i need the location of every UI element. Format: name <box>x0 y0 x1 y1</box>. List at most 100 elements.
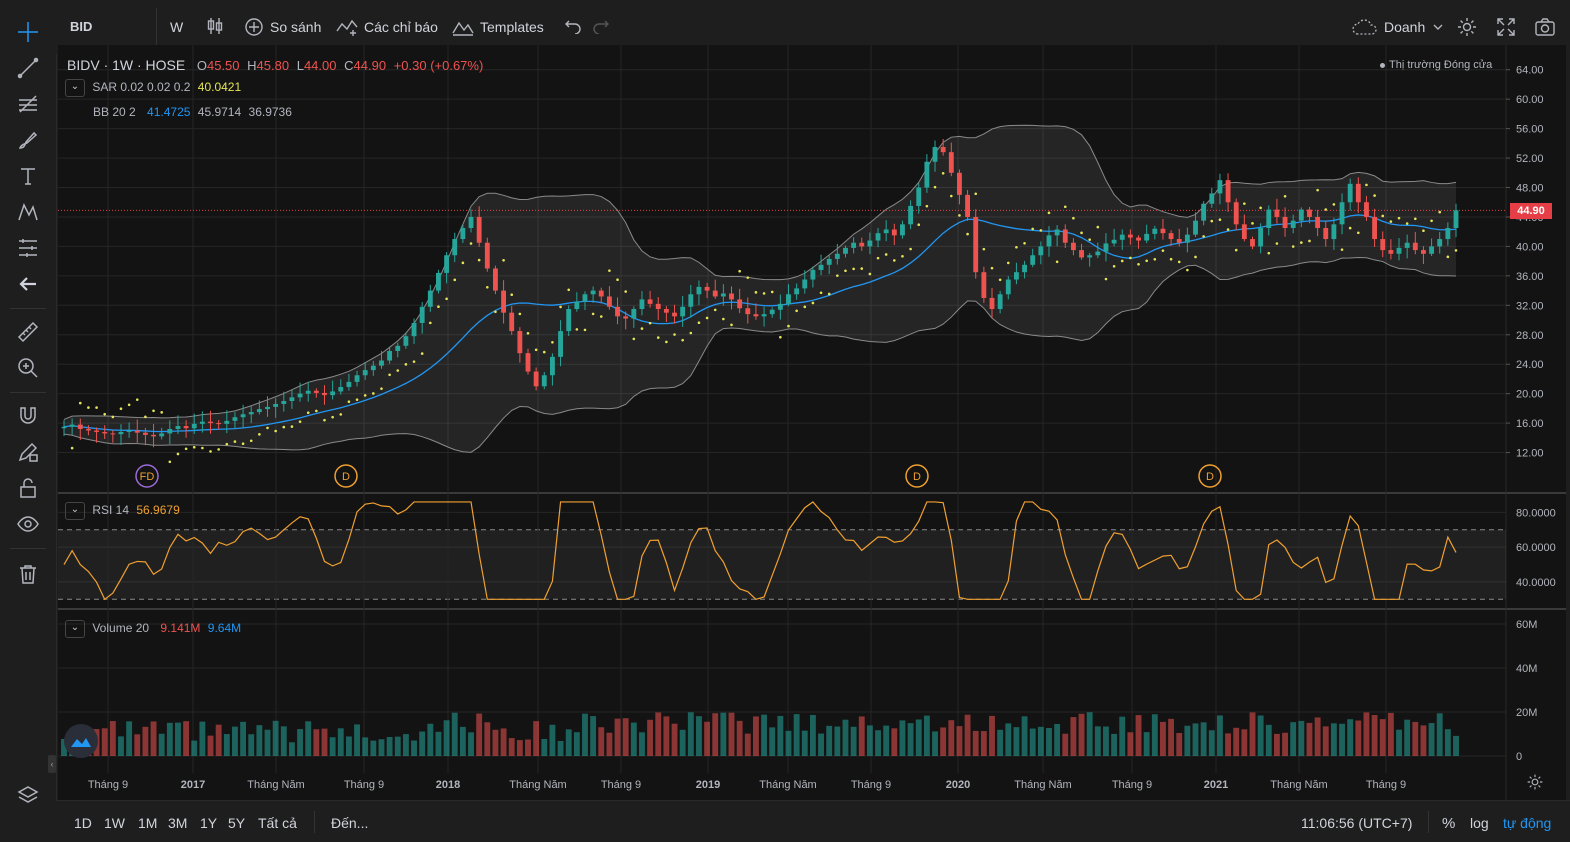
magnet-icon[interactable] <box>14 402 42 430</box>
volume-bar <box>248 734 255 756</box>
axis-settings-icon[interactable] <box>1526 773 1544 796</box>
time-axis-label: 2020 <box>946 779 970 791</box>
layout-button[interactable]: Doanh <box>1352 16 1443 38</box>
volume-bar <box>1387 712 1394 756</box>
sar-dot <box>982 247 986 251</box>
symbol-search[interactable]: BID <box>70 19 93 34</box>
range-1m[interactable]: 1M <box>138 815 158 831</box>
sar-dot <box>1324 208 1328 211</box>
collapse-volume-button[interactable]: ⌄ <box>65 620 85 638</box>
sar-dot <box>1031 227 1035 231</box>
candle-body <box>1030 255 1036 265</box>
volume-bar <box>647 719 654 756</box>
sar-dot <box>1006 261 1010 265</box>
candle-body <box>395 345 401 351</box>
sar-dot <box>722 317 725 321</box>
candle-body <box>1046 235 1052 247</box>
percent-scale-button[interactable]: % <box>1442 815 1456 832</box>
trendline-icon[interactable] <box>14 54 42 82</box>
price-axis-label: 32.00 <box>1516 300 1544 312</box>
volume-bar <box>1070 717 1077 756</box>
range-1d[interactable]: 1D <box>74 815 92 831</box>
candle-body <box>1339 202 1345 225</box>
volume-bar <box>1282 732 1288 756</box>
volume-bar <box>932 731 938 756</box>
candle-body <box>761 314 767 317</box>
sar-dot <box>461 261 465 265</box>
time-axis-label: 2018 <box>436 779 460 791</box>
collapse-rsi-button[interactable]: ⌄ <box>65 502 85 520</box>
time-axis-label: Tháng Năm <box>759 779 816 791</box>
back-arrow-icon[interactable] <box>14 270 42 298</box>
volume-bar <box>533 721 540 756</box>
sar-dot <box>941 171 945 175</box>
sar-dot <box>453 278 457 282</box>
volume-bar <box>997 729 1004 756</box>
gear-icon[interactable] <box>1456 16 1478 43</box>
lock-icon[interactable] <box>14 474 42 502</box>
auto-scale-button[interactable]: tự động <box>1503 815 1552 831</box>
volume-bar <box>1233 727 1240 756</box>
crosshair-icon[interactable] <box>14 18 42 46</box>
sar-dot <box>1267 251 1271 255</box>
volume-bar <box>232 726 238 756</box>
compare-button[interactable]: So sánh <box>244 16 321 38</box>
range-5y[interactable]: 5Y <box>228 815 246 831</box>
lock-drawing-icon[interactable] <box>14 438 42 466</box>
undo-icon[interactable] <box>564 18 582 39</box>
pattern-icon[interactable] <box>14 198 42 226</box>
candle-body <box>305 390 311 394</box>
candle-body <box>1176 239 1182 243</box>
volume-bar <box>484 722 491 756</box>
volume-bar <box>753 716 759 756</box>
goto-date-button[interactable]: Đến... <box>331 815 369 831</box>
chart-canvas[interactable]: 64.0060.0056.0052.0048.0044.0040.0036.00… <box>58 45 1566 802</box>
interval-button[interactable]: W <box>170 19 184 35</box>
camera-icon[interactable] <box>1534 17 1556 42</box>
templates-button[interactable]: Templates <box>452 16 544 38</box>
ohlc-change: +0.30 (+0.67%) <box>393 58 484 73</box>
text-icon[interactable] <box>14 162 42 190</box>
candle-body <box>1282 216 1288 229</box>
candles-style-icon[interactable] <box>206 16 224 36</box>
rsi-axis-label: 60.0000 <box>1516 542 1556 554</box>
prediction-icon[interactable] <box>14 234 42 262</box>
sar-dot <box>1169 257 1173 261</box>
volume-bar <box>712 713 719 756</box>
range-1w[interactable]: 1W <box>104 815 125 831</box>
fib-icon[interactable] <box>14 90 42 118</box>
time-axis-label: Tháng 9 <box>88 779 128 791</box>
range-3m[interactable]: 3M <box>168 815 188 831</box>
indicators-button[interactable]: Các chỉ báo <box>336 16 438 38</box>
chart-area[interactable]: 64.0060.0056.0052.0048.0044.0040.0036.00… <box>58 45 1566 802</box>
trash-icon[interactable] <box>14 560 42 588</box>
scroll-left-handle[interactable]: ‹ <box>48 755 56 773</box>
bb-lower-value: 36.9736 <box>248 105 292 119</box>
candle-body <box>436 272 441 291</box>
layers-icon[interactable] <box>14 782 42 810</box>
brush-icon[interactable] <box>14 126 42 154</box>
eye-icon[interactable] <box>14 510 42 538</box>
logo-icon <box>71 738 91 747</box>
brand-logo[interactable] <box>64 724 98 758</box>
sar-dot <box>583 328 587 332</box>
candle-body <box>566 308 572 332</box>
clock-timezone[interactable]: 11:06:56 (UTC+7) <box>1301 815 1413 831</box>
zoom-icon[interactable] <box>14 354 42 382</box>
candle-body <box>655 303 661 309</box>
range-all[interactable]: Tất cả <box>258 815 297 831</box>
candle-body <box>199 421 205 424</box>
sar-dot <box>901 254 904 258</box>
candle-body <box>1160 228 1166 234</box>
sar-dot <box>1112 264 1116 268</box>
ruler-icon[interactable] <box>14 318 42 346</box>
range-1y[interactable]: 1Y <box>200 815 218 831</box>
log-scale-button[interactable]: log <box>1470 815 1489 831</box>
sar-dot <box>526 331 530 335</box>
sar-dot <box>274 429 277 433</box>
volume-bar <box>158 733 165 756</box>
fullscreen-icon[interactable] <box>1496 17 1516 42</box>
candle-body <box>297 393 303 398</box>
collapse-legend-button[interactable]: ⌄ <box>65 79 85 97</box>
redo-icon[interactable] <box>592 18 610 39</box>
